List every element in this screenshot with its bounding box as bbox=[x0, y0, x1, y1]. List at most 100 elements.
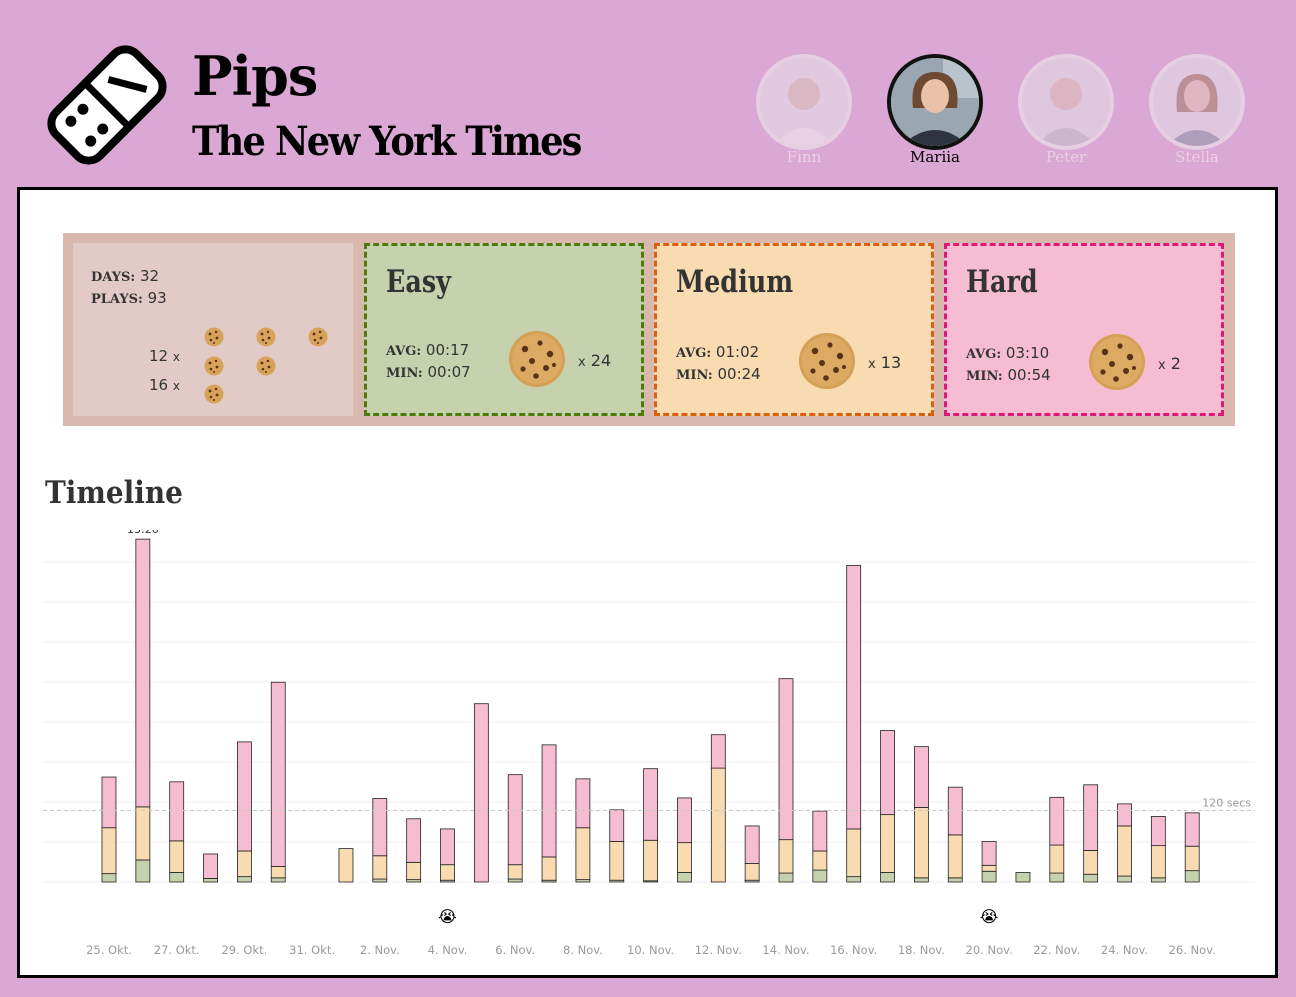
pips-logo-icon bbox=[47, 45, 167, 165]
bar-segment bbox=[406, 818, 422, 863]
avatar bbox=[1018, 54, 1114, 150]
bar-segment bbox=[135, 859, 151, 883]
bar-segment bbox=[880, 814, 895, 873]
easy-cookie-count: x 24 bbox=[578, 351, 612, 370]
bar-segment bbox=[1184, 845, 1200, 872]
bar-segment bbox=[846, 564, 862, 830]
bar-segment bbox=[101, 873, 117, 883]
bar-segment bbox=[1117, 803, 1132, 827]
bar-segment bbox=[338, 848, 354, 883]
dashboard-panel: DAYS: 32 PLAYS: 93 12 x 16 x Easy AVG: 0… bbox=[17, 187, 1278, 978]
timeline-chart: 120 secs 13:26 😭 😭 25. Okt. 27. Okt. 29. Okt. 3… bbox=[43, 530, 1255, 957]
user-stella[interactable]: Stella bbox=[1148, 54, 1246, 170]
easy-min: MIN: 00:07 bbox=[386, 363, 471, 381]
x-tick-label: 4. Nov. bbox=[428, 943, 468, 957]
x-tick-label: 2. Nov. bbox=[360, 943, 400, 957]
bar-segment bbox=[677, 842, 692, 873]
bar-segment bbox=[609, 809, 625, 842]
bar-segment bbox=[846, 828, 862, 878]
bar-segment bbox=[981, 864, 997, 872]
x-tick-label: 27. Okt. bbox=[154, 943, 200, 957]
bar-segment bbox=[1117, 825, 1132, 877]
x-tick-label: 10. Nov. bbox=[627, 943, 674, 957]
bar-segment bbox=[981, 870, 997, 883]
bar-segment bbox=[203, 853, 218, 879]
bar-segment bbox=[947, 834, 963, 879]
brand-wordmark: The New York Times bbox=[192, 118, 582, 165]
avatar bbox=[887, 54, 983, 150]
days-stat: DAYS: 32 bbox=[91, 267, 160, 285]
bar-segment bbox=[643, 839, 658, 882]
medium-min: MIN: 00:24 bbox=[676, 365, 761, 383]
user-name: Stella bbox=[1175, 148, 1219, 166]
bar-segment bbox=[101, 776, 117, 829]
bar-segment bbox=[812, 810, 828, 852]
bar-segment bbox=[812, 850, 828, 871]
hard-cookie-count: x 2 bbox=[1158, 354, 1181, 373]
bar-segment bbox=[406, 861, 422, 881]
x-tick-label: 12. Nov. bbox=[695, 943, 742, 957]
person-icon bbox=[1153, 58, 1241, 146]
bar-segment bbox=[812, 869, 828, 883]
user-mariia[interactable]: Mariia bbox=[886, 54, 984, 170]
cookie-icon bbox=[308, 327, 328, 347]
bar-segment bbox=[270, 866, 286, 879]
bar-segment bbox=[914, 746, 929, 808]
user-name: Finn bbox=[786, 148, 822, 166]
bar-segment bbox=[1150, 877, 1166, 883]
stats-row: DAYS: 32 PLAYS: 93 12 x 16 x Easy AVG: 0… bbox=[63, 233, 1235, 426]
bar-segment bbox=[575, 778, 591, 829]
user-name: Peter bbox=[1045, 148, 1087, 166]
bar-segment bbox=[135, 538, 151, 808]
bar-segment bbox=[677, 797, 692, 844]
bar-segment bbox=[1083, 873, 1099, 883]
user-name: Mariia bbox=[909, 148, 960, 166]
bar-segment bbox=[744, 825, 760, 864]
bar-segment bbox=[643, 768, 658, 841]
timeline-title: Timeline bbox=[45, 475, 183, 511]
cookie-icon bbox=[256, 327, 276, 347]
bar-segment bbox=[372, 855, 388, 880]
crying-face-icon: 😭 bbox=[980, 907, 999, 926]
bar-segment bbox=[947, 877, 963, 883]
user-peter[interactable]: Peter bbox=[1017, 54, 1115, 170]
x-tick-label: 16. Nov. bbox=[830, 943, 877, 957]
person-icon bbox=[1022, 58, 1110, 146]
cookie-icon bbox=[204, 384, 224, 404]
cookie-count-row: 12 x bbox=[149, 347, 180, 365]
bar-segment bbox=[778, 678, 794, 841]
medium-cookie-count: x 13 bbox=[868, 353, 902, 372]
medium-card[interactable]: Medium AVG: 01:02 MIN: 00:24 x 13 bbox=[654, 243, 934, 416]
bar-segment bbox=[947, 786, 963, 836]
cookie-icon bbox=[509, 331, 565, 387]
crying-face-icon: 😭 bbox=[438, 907, 457, 926]
hard-min: MIN: 00:54 bbox=[966, 366, 1051, 384]
bar-segment bbox=[846, 876, 862, 883]
easy-card[interactable]: Easy AVG: 00:17 MIN: 00:07 x 24 bbox=[364, 243, 644, 416]
hard-card[interactable]: Hard AVG: 03:10 MIN: 00:54 x 2 bbox=[944, 243, 1224, 416]
medium-title: Medium bbox=[676, 264, 794, 300]
bar-segment bbox=[914, 877, 929, 883]
hard-avg: AVG: 03:10 bbox=[966, 344, 1050, 362]
bar-segment bbox=[981, 841, 997, 866]
bar-segment bbox=[541, 856, 557, 881]
user-finn[interactable]: Finn bbox=[755, 54, 853, 170]
bar-segment bbox=[236, 850, 252, 878]
bar-segment bbox=[710, 734, 726, 769]
bar-segment bbox=[609, 841, 625, 881]
easy-avg: AVG: 00:17 bbox=[386, 341, 470, 359]
cookie-icon bbox=[799, 333, 855, 389]
bar-segment bbox=[507, 864, 523, 880]
cookie-icon bbox=[256, 356, 276, 376]
x-tick-label: 26. Nov. bbox=[1169, 943, 1216, 957]
bar-segment bbox=[880, 730, 895, 816]
easy-title: Easy bbox=[386, 264, 451, 300]
bar-segment bbox=[440, 864, 455, 881]
avatar bbox=[1149, 54, 1245, 150]
bar-segment bbox=[677, 872, 692, 883]
bar-segment bbox=[1083, 849, 1099, 875]
x-tick-label: 8. Nov. bbox=[563, 943, 603, 957]
bar-segment bbox=[1049, 872, 1065, 883]
cookie-count-row: 16 x bbox=[149, 376, 180, 394]
bar-segment bbox=[101, 827, 117, 875]
